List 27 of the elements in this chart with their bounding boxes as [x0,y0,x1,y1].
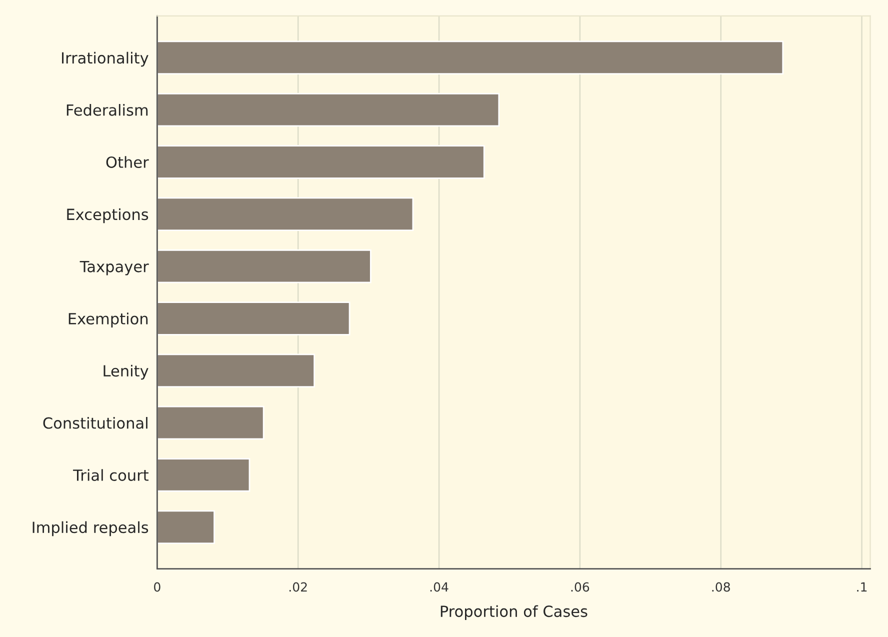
y-tick-label: Constitutional [43,416,148,429]
x-axis-title: Proportion of Cases [440,605,588,620]
bar [157,249,372,284]
y-tick-label: Exemption [68,312,148,328]
y-tick-label: Taxpayer [80,260,149,276]
y-tick-label: Exceptions [67,208,148,224]
bar [157,458,250,492]
x-tick-label: .1 [857,582,867,592]
bar [157,406,264,440]
x-tick-label: .08 [712,582,730,592]
y-tick-label: Irrationality [62,52,148,67]
x-tick-label: .06 [571,582,590,592]
bar [157,92,500,127]
x-tick-label: .02 [289,582,307,592]
bar [157,40,784,75]
bar [157,354,315,388]
x-tick-label: .04 [430,582,448,592]
y-tick-label: Implied repeals [32,521,148,536]
y-tick-label: Trial court [73,469,148,481]
bar [157,302,350,336]
bar [157,510,215,544]
bar [157,145,485,179]
y-tick-label: Federalism [66,104,148,116]
x-tick-label: 0 [154,582,160,592]
y-tick-label: Lenity [104,364,148,380]
bar [157,197,414,232]
y-tick-label: Other [106,156,149,168]
